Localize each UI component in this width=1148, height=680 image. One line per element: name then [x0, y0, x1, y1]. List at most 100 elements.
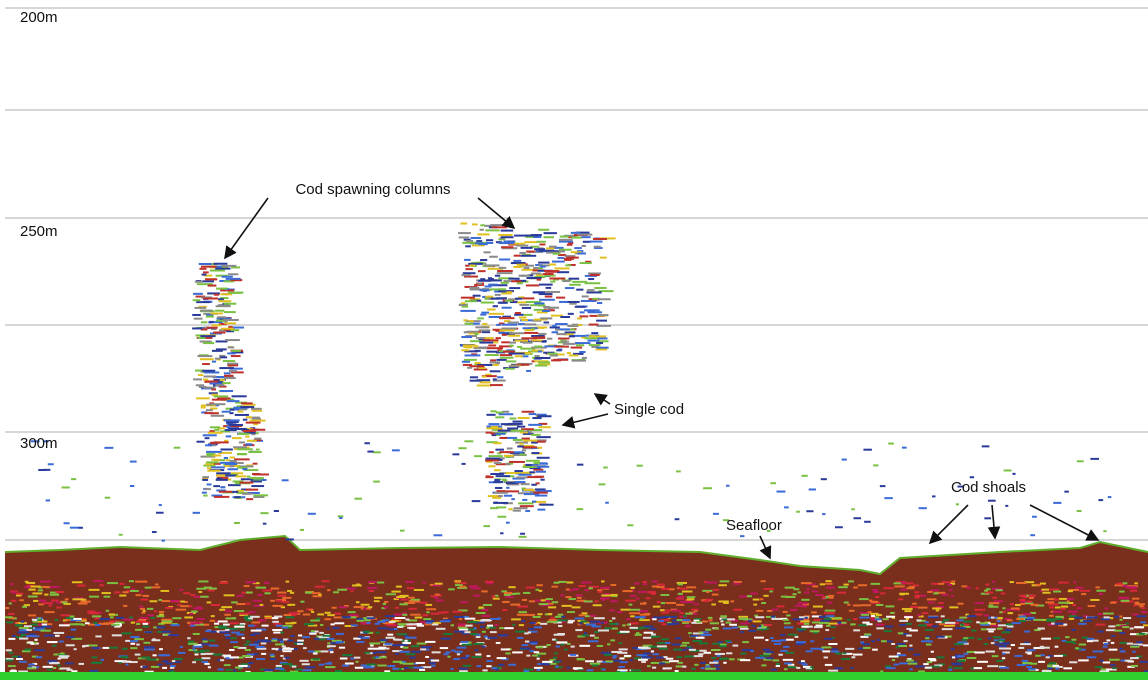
echo-dot: [512, 651, 523, 653]
echo-dot: [281, 601, 289, 603]
echo-dot: [394, 628, 398, 630]
echo-dot: [522, 499, 527, 501]
echo-dot: [860, 641, 864, 643]
echo-dot: [1087, 656, 1096, 658]
echo-dot: [1139, 661, 1147, 663]
echo-dot: [207, 589, 214, 591]
echo-dot: [274, 616, 282, 618]
echo-dot: [498, 664, 504, 666]
echo-dot: [932, 625, 938, 627]
echo-dot: [342, 665, 349, 667]
echo-dot: [357, 620, 364, 622]
echo-dot: [908, 648, 913, 650]
echo-dot: [493, 442, 501, 444]
echo-dot: [572, 606, 581, 608]
echo-dot: [483, 339, 499, 341]
echo-dot: [526, 370, 531, 372]
echo-dot: [721, 624, 724, 626]
echo-dot: [261, 642, 267, 644]
echo-dot: [564, 649, 568, 651]
echo-dot: [580, 620, 587, 622]
echo-dot: [265, 637, 268, 639]
echo-dot: [282, 597, 291, 599]
echo-dot: [1029, 595, 1036, 597]
echo-dot: [50, 594, 59, 596]
echo-dot: [742, 641, 749, 643]
echo-dot: [511, 280, 521, 282]
echo-dot: [987, 665, 998, 667]
echo-dot: [661, 623, 666, 625]
echo-dot: [493, 598, 500, 600]
echo-dot: [582, 295, 589, 297]
echo-dot: [870, 613, 878, 615]
echo-dot: [711, 649, 721, 651]
echo-dot: [556, 333, 566, 335]
echo-dot: [532, 417, 541, 419]
echo-dot: [172, 660, 175, 662]
echo-dot: [505, 300, 513, 302]
echo-dot: [821, 646, 831, 648]
echo-dot: [467, 331, 479, 333]
echo-dot: [499, 451, 513, 453]
echo-dot: [470, 633, 477, 635]
echo-dot: [537, 613, 542, 615]
echo-dot: [832, 648, 838, 650]
echo-dot: [176, 609, 187, 611]
echo-dot: [925, 621, 929, 623]
echo-dot: [480, 289, 490, 291]
echo-dot: [403, 663, 414, 665]
echo-dot: [202, 479, 208, 481]
echo-dot: [493, 378, 497, 380]
echo-dot: [1126, 622, 1129, 624]
echo-dot: [38, 618, 41, 620]
echo-dot: [261, 653, 266, 655]
echo-dot: [475, 350, 481, 352]
echo-dot: [24, 586, 30, 588]
echo-dot: [203, 434, 217, 436]
echo-dot: [187, 637, 190, 639]
echo-dot: [30, 643, 34, 645]
echo-dot: [975, 602, 984, 604]
echo-dot: [504, 455, 514, 457]
echo-dot: [411, 645, 420, 647]
echo-dot: [64, 522, 70, 524]
echo-dot: [165, 662, 173, 664]
echo-dot: [224, 372, 231, 374]
echo-dot: [730, 600, 734, 602]
echo-dot: [157, 615, 165, 617]
echo-dot: [227, 363, 237, 365]
echo-dot: [356, 601, 359, 603]
echo-dot: [503, 351, 515, 353]
echo-dot: [893, 664, 899, 666]
echo-dot: [999, 667, 1009, 669]
echo-dot: [957, 603, 963, 605]
echo-dot: [59, 655, 70, 657]
echo-dot: [431, 665, 435, 667]
echo-dot: [470, 376, 478, 378]
echo-dot: [565, 287, 574, 289]
echo-dot: [577, 658, 585, 660]
echo-dot: [571, 237, 581, 239]
echo-dot: [486, 239, 493, 241]
echo-dot: [1019, 595, 1027, 597]
echo-dot: [1032, 516, 1037, 518]
echo-dot: [886, 667, 896, 669]
echo-dot: [520, 648, 526, 650]
echo-dot: [487, 655, 491, 657]
echo-dot: [582, 245, 586, 247]
echo-dot: [140, 599, 148, 601]
echo-dot: [748, 620, 752, 622]
echo-dot: [5, 616, 13, 618]
echo-dot: [511, 618, 521, 620]
echo-dot: [506, 596, 514, 598]
echo-dot: [440, 647, 448, 649]
echo-dot: [204, 663, 209, 665]
echo-dot: [482, 376, 486, 378]
echo-dot: [19, 629, 26, 631]
echo-dot: [88, 612, 99, 614]
echo-dot: [459, 668, 468, 670]
echo-dot: [478, 280, 491, 282]
echo-dot: [841, 658, 851, 660]
echo-dot: [680, 601, 691, 603]
echo-dot: [451, 624, 454, 626]
